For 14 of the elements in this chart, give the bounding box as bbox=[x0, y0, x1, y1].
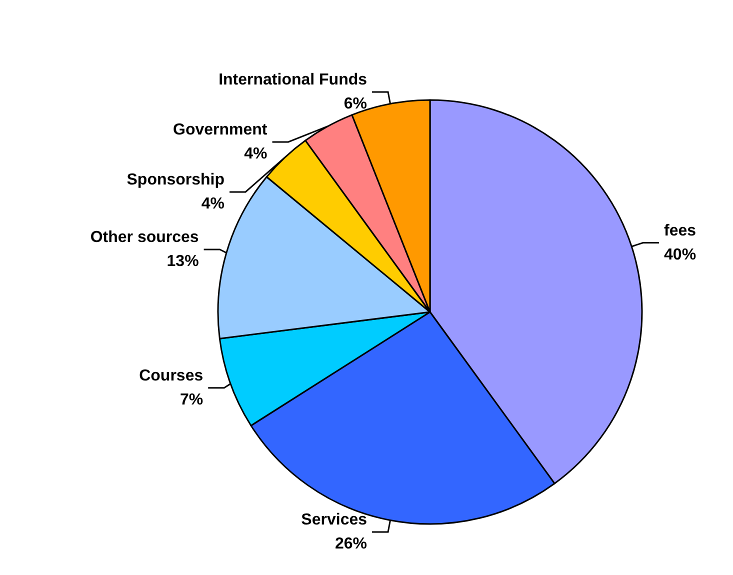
data-label: 40% bbox=[664, 246, 696, 264]
data-label: 4% bbox=[244, 145, 268, 162]
data-label: 26% bbox=[334, 536, 368, 553]
slice-label: Government bbox=[173, 121, 268, 138]
data-label: 7% bbox=[180, 391, 204, 408]
slice-label: Sponsorship bbox=[126, 171, 225, 188]
data-label: 13% bbox=[166, 253, 199, 270]
data-label: 6% bbox=[344, 95, 368, 112]
slice-label: International Funds bbox=[218, 71, 368, 88]
slice-label: Services bbox=[301, 512, 368, 529]
slice-label: Courses bbox=[139, 367, 204, 384]
slice-label: Other sources bbox=[90, 229, 199, 246]
data-label: 4% bbox=[201, 195, 225, 212]
slice-label: fees bbox=[664, 222, 696, 240]
